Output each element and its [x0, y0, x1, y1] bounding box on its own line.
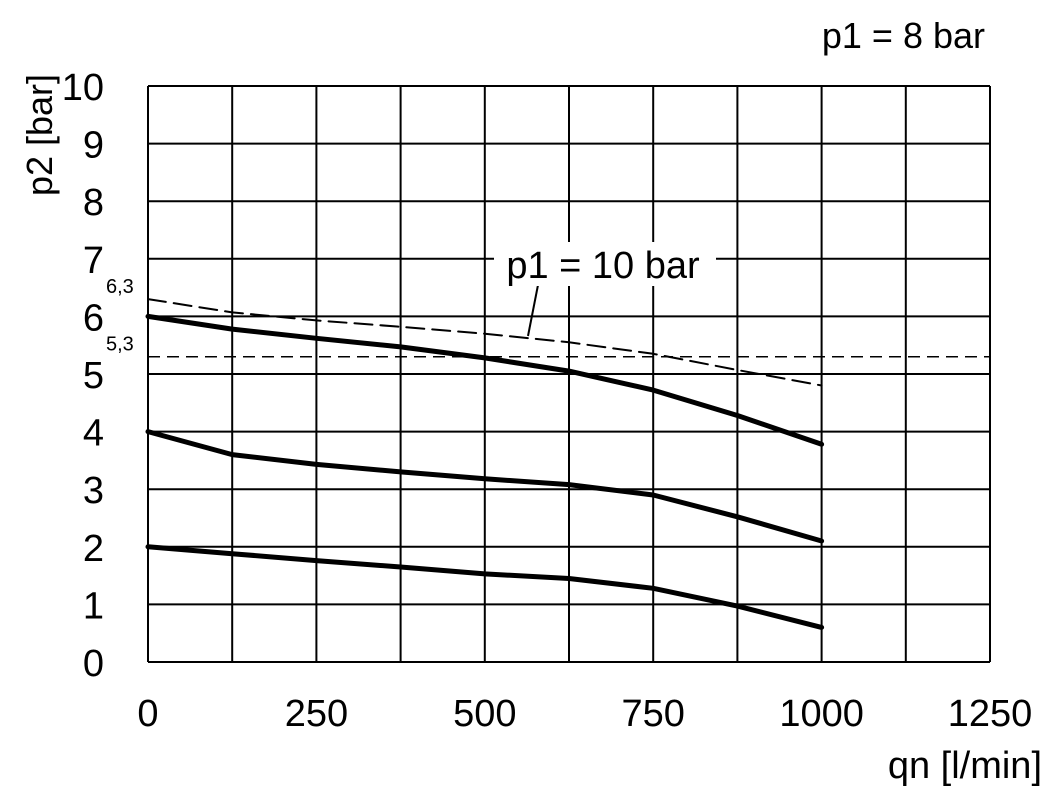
y-tick-label: 6 — [83, 297, 104, 339]
leader-line — [527, 284, 539, 337]
data-line — [145, 313, 825, 447]
x-tick-label: 1000 — [779, 693, 864, 735]
data-line — [145, 544, 825, 630]
series-label: p1 = 10 bar — [506, 245, 700, 287]
y-tick-label: 4 — [83, 413, 104, 455]
x-tick-label: 250 — [285, 693, 348, 735]
y-tick-label: 8 — [83, 182, 104, 224]
y-tick-label: 3 — [83, 470, 104, 512]
y-tick-label: 9 — [83, 125, 104, 167]
y-tick-label: 0 — [83, 643, 104, 685]
x-tick-label: 500 — [453, 693, 516, 735]
x-tick-label: 1250 — [948, 693, 1033, 735]
y-tick-label: 2 — [83, 528, 104, 570]
x-tick-label: 750 — [621, 693, 684, 735]
annotation: 6,3 — [106, 276, 134, 298]
chart-subtitle: p1 = 8 bar — [822, 15, 985, 56]
data-line — [145, 429, 825, 544]
y-tick-label: 1 — [83, 585, 104, 627]
y-tick-label: 7 — [83, 240, 104, 282]
y-axis-label: p2 [bar] — [19, 74, 60, 196]
x-tick-label: 0 — [137, 693, 158, 735]
x-axis-label: qn [l/min] — [888, 745, 1042, 787]
y-tick-label: 5 — [83, 355, 104, 397]
y-tick-label: 10 — [62, 67, 104, 109]
annotation: 5,3 — [106, 334, 134, 356]
data-line — [147, 298, 823, 387]
label-background — [494, 242, 716, 286]
